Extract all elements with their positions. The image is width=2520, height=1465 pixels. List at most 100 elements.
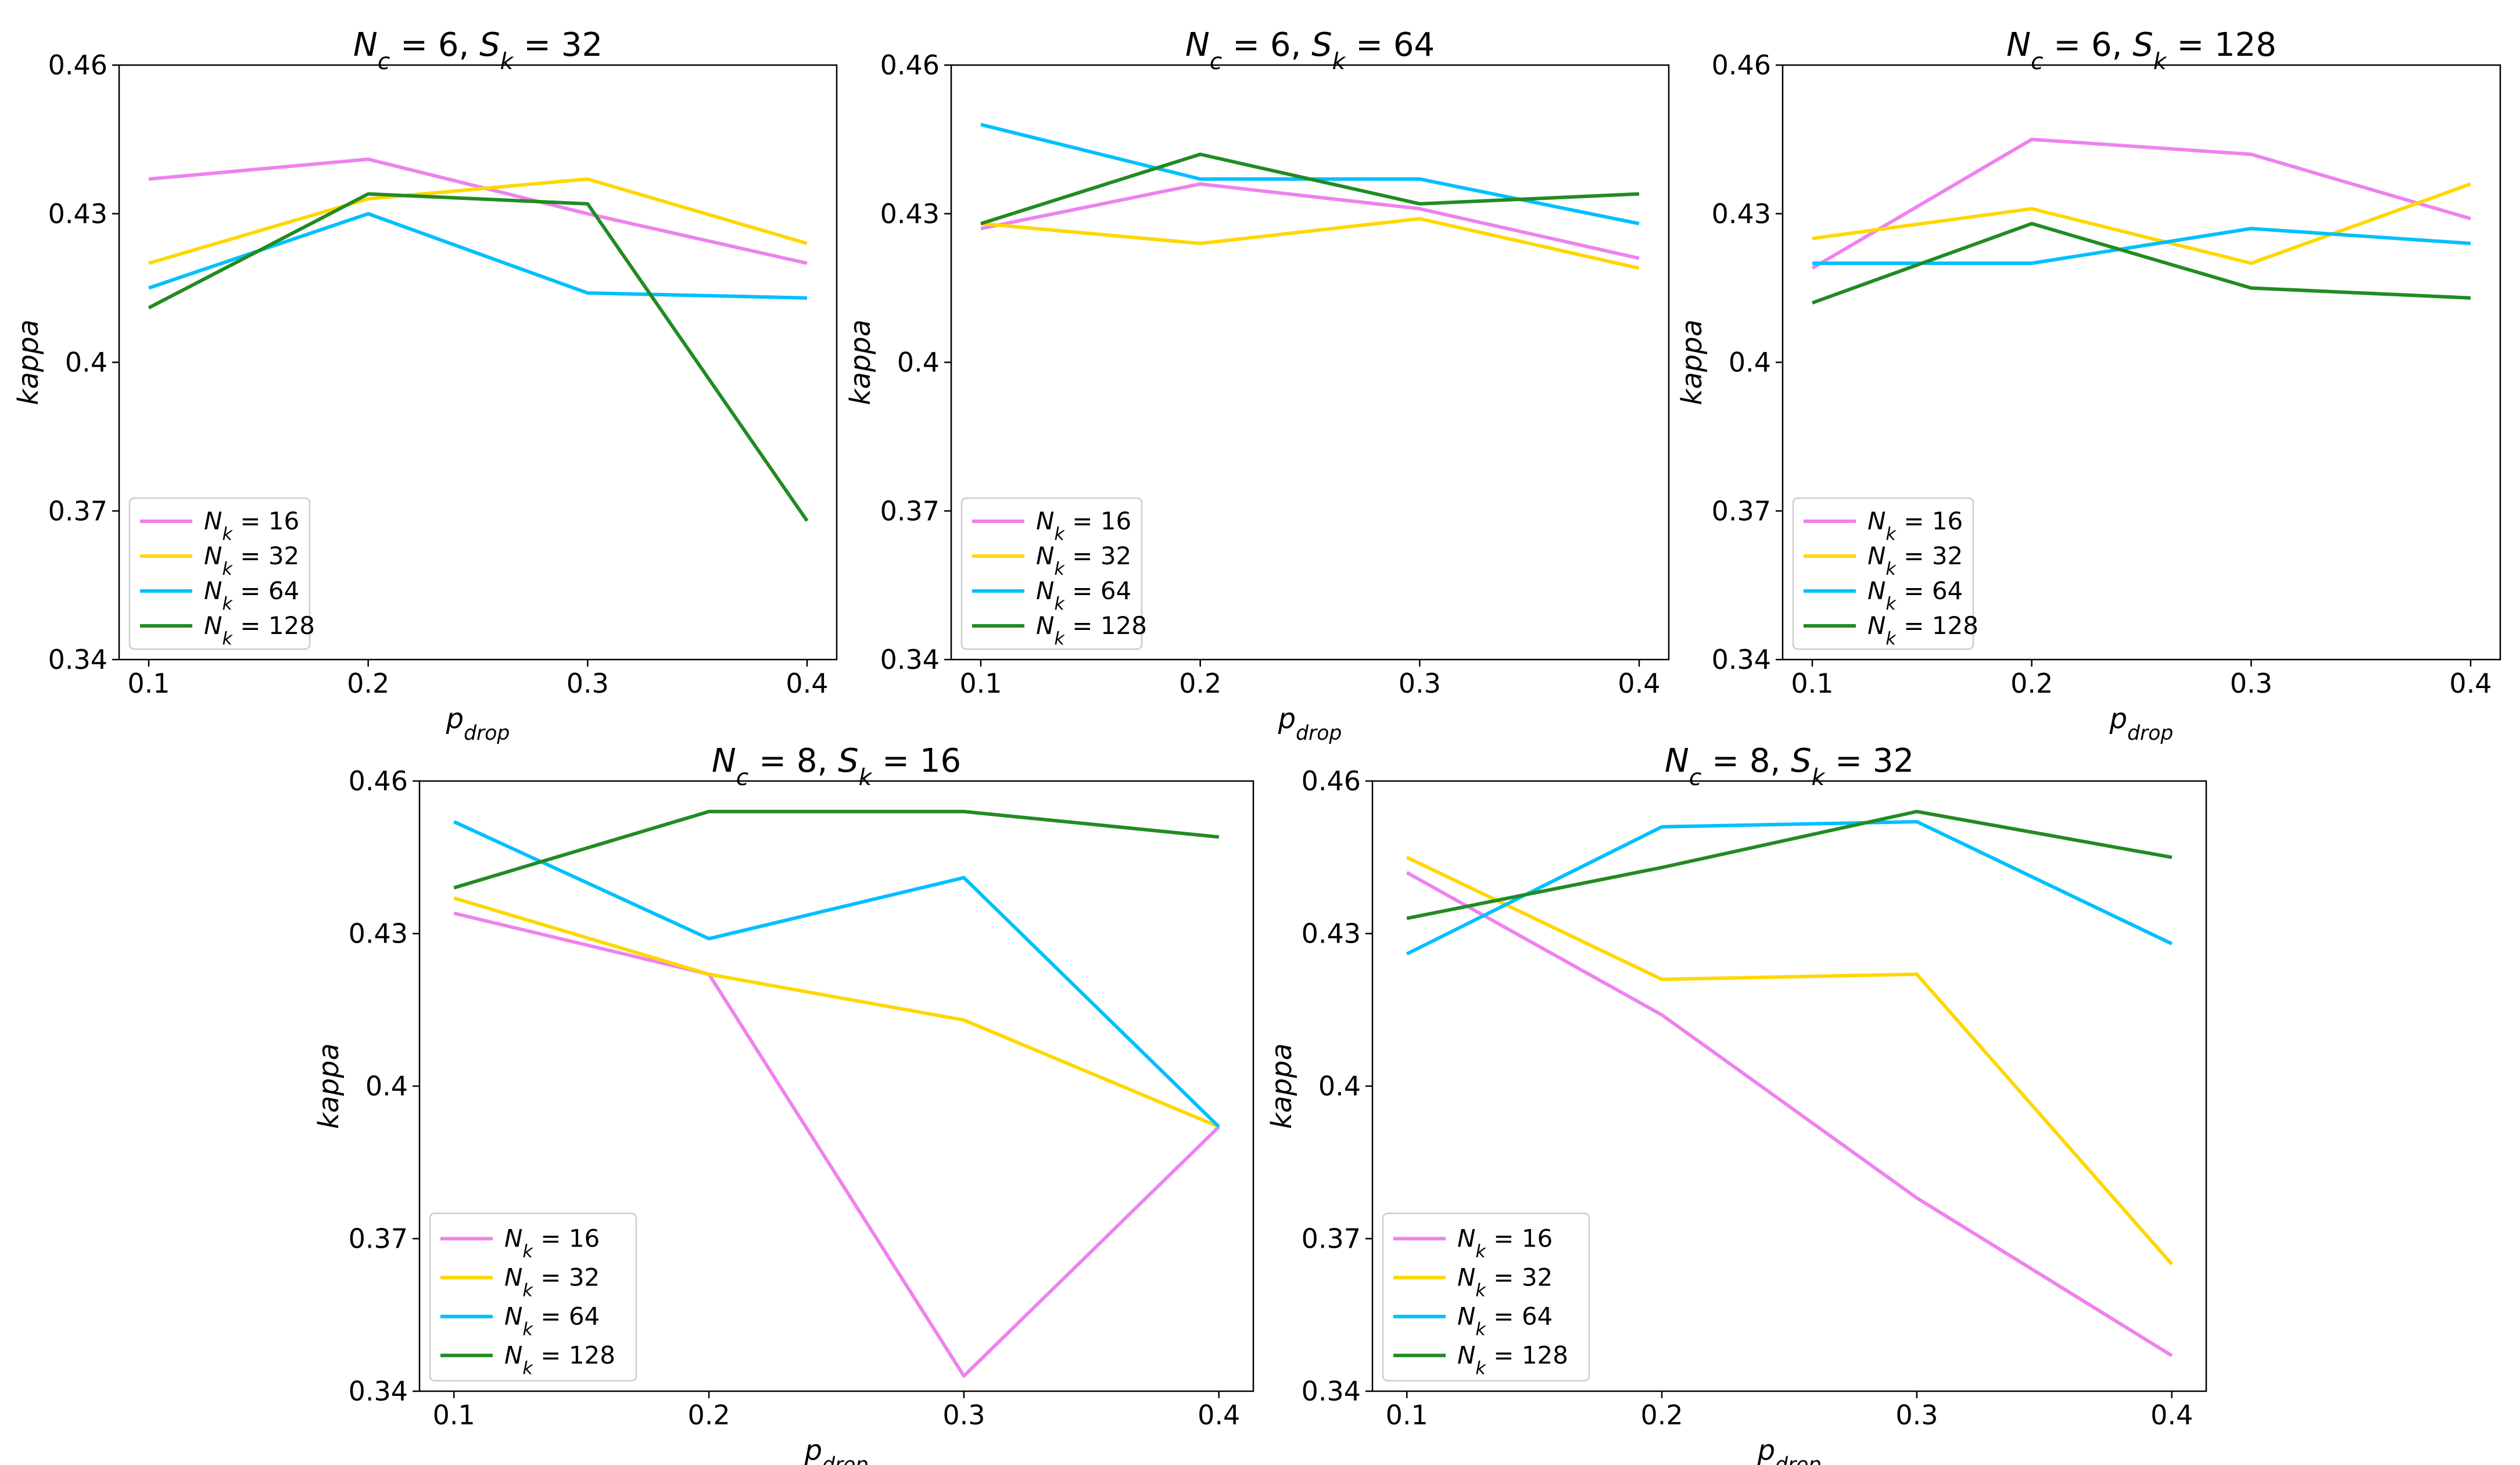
y-tick-label: 0.43 (48, 198, 107, 230)
legend-label-nk-128: Nk = 128 (1867, 611, 1978, 649)
y-tick-label: 0.34 (48, 644, 107, 675)
y-axis-title: kappa (12, 320, 45, 406)
y-tick-label: 0.34 (880, 644, 940, 675)
x-tick-label: 0.4 (2150, 1399, 2193, 1431)
series-line-nk-128 (1811, 221, 2471, 305)
series-line-nk-16 (980, 182, 1640, 260)
y-tick-label: 0.37 (880, 495, 940, 526)
chart-title: Nc = 8, Sk = 32 (1665, 742, 1914, 791)
x-tick-label: 0.4 (1198, 1399, 1240, 1431)
series-line-nk-16 (1811, 137, 2471, 270)
y-tick-label: 0.34 (349, 1376, 408, 1407)
legend-label-nk-16: Nk = 16 (1867, 507, 1963, 545)
series-line-nk-128 (453, 809, 1220, 890)
legend-label-nk-16: Nk = 16 (204, 507, 299, 545)
x-tick-label: 0.4 (786, 668, 828, 699)
series-line-nk-16 (453, 911, 1220, 1378)
chart-panel: 0.1 0.2 0.3 0.4 0.34 0.37 0.4 0.43 0.46 pdrop kapp… (844, 26, 1670, 745)
x-axis-title: pdrop (1278, 703, 1342, 745)
series-line-nk-32 (453, 896, 1220, 1129)
legend-label-nk-128: Nk = 128 (504, 1341, 615, 1379)
x-tick-label: 0.2 (688, 1399, 730, 1431)
y-tick-label: 0.4 (65, 347, 107, 378)
y-axis-title: kappa (1266, 1043, 1298, 1129)
series-line-nk-64 (453, 820, 1220, 1129)
series-line-nk-32 (1812, 182, 2472, 265)
x-tick-label: 0.3 (942, 1399, 985, 1431)
legend-label-nk-32: Nk = 32 (1457, 1263, 1553, 1301)
series-line-nk-16 (1406, 871, 2173, 1357)
series-line-nk-16 (148, 157, 808, 265)
series-line-nk-128 (148, 192, 809, 522)
x-tick-label: 0.2 (347, 668, 389, 699)
legend-label-nk-128: Nk = 128 (1036, 611, 1147, 649)
legend-label-nk-32: Nk = 32 (1036, 542, 1131, 579)
legend-label-nk-16: Nk = 16 (1036, 507, 1131, 545)
y-axis-title: kappa (313, 1043, 345, 1129)
y-tick-label: 0.37 (349, 1223, 408, 1255)
y-tick-label: 0.37 (1302, 1223, 1361, 1255)
x-tick-label: 0.1 (1791, 668, 1833, 699)
series-line-nk-128 (980, 152, 1640, 225)
chart-panel: 0.1 0.2 0.3 0.4 0.34 0.37 0.4 0.43 0.46 pdrop kapp… (1676, 26, 2501, 745)
legend-label-nk-64: Nk = 64 (1457, 1302, 1553, 1340)
x-tick-label: 0.4 (1618, 668, 1660, 699)
x-tick-label: 0.2 (1179, 668, 1221, 699)
y-tick-label: 0.46 (880, 49, 940, 81)
legend-label-nk-128: Nk = 128 (1457, 1341, 1568, 1379)
x-tick-label: 0.1 (127, 668, 170, 699)
chart-title: Nc = 8, Sk = 16 (712, 742, 961, 791)
y-tick-label: 0.46 (1302, 765, 1361, 797)
y-tick-label: 0.34 (1302, 1376, 1361, 1407)
legend-box (960, 497, 1143, 650)
y-tick-label: 0.34 (1712, 644, 1771, 675)
y-axis-title: kappa (1676, 320, 1708, 406)
legend-box (1382, 1212, 1590, 1382)
y-tick-label: 0.43 (349, 918, 408, 950)
series-line-nk-64 (1812, 227, 2471, 265)
y-axis-title: kappa (844, 320, 877, 406)
legend-box (128, 497, 311, 650)
y-tick-label: 0.43 (1302, 918, 1361, 950)
y-tick-label: 0.4 (897, 347, 940, 378)
legend-label-nk-16: Nk = 16 (1457, 1224, 1553, 1262)
x-tick-label: 0.2 (1641, 1399, 1683, 1431)
y-tick-label: 0.46 (349, 765, 408, 797)
legend-label-nk-64: Nk = 64 (1036, 576, 1131, 614)
chart-title: Nc = 6, Sk = 128 (2006, 26, 2277, 75)
x-tick-label: 0.4 (2449, 668, 2492, 699)
series-line-nk-128 (1406, 809, 2173, 920)
x-axis-title: pdrop (804, 1434, 869, 1465)
legend-label-nk-64: Nk = 64 (1867, 576, 1963, 614)
legend-box (1792, 497, 1974, 650)
legend-box (429, 1212, 637, 1382)
legend-label-nk-128: Nk = 128 (204, 611, 315, 649)
y-tick-label: 0.46 (1712, 49, 1771, 81)
x-tick-label: 0.3 (1399, 668, 1441, 699)
x-tick-label: 0.1 (433, 1399, 475, 1431)
y-tick-label: 0.4 (1318, 1070, 1361, 1102)
y-tick-label: 0.37 (1712, 495, 1771, 526)
chart-title: Nc = 6, Sk = 32 (353, 26, 603, 75)
y-tick-label: 0.46 (48, 49, 107, 81)
x-tick-label: 0.3 (567, 668, 609, 699)
y-tick-label: 0.4 (1729, 347, 1771, 378)
x-tick-label: 0.3 (2230, 668, 2272, 699)
legend-label-nk-32: Nk = 32 (504, 1263, 600, 1301)
series-line-nk-64 (1406, 820, 2173, 956)
x-tick-label: 0.2 (2010, 668, 2053, 699)
y-tick-label: 0.37 (48, 495, 107, 526)
legend-label-nk-16: Nk = 16 (504, 1224, 600, 1262)
x-tick-label: 0.1 (1386, 1399, 1428, 1431)
legend-label-nk-64: Nk = 64 (504, 1302, 600, 1340)
y-tick-label: 0.4 (365, 1070, 408, 1102)
legend-label-nk-32: Nk = 32 (1867, 542, 1963, 579)
legend-label-nk-64: Nk = 64 (204, 576, 299, 614)
y-tick-label: 0.43 (1712, 198, 1771, 230)
